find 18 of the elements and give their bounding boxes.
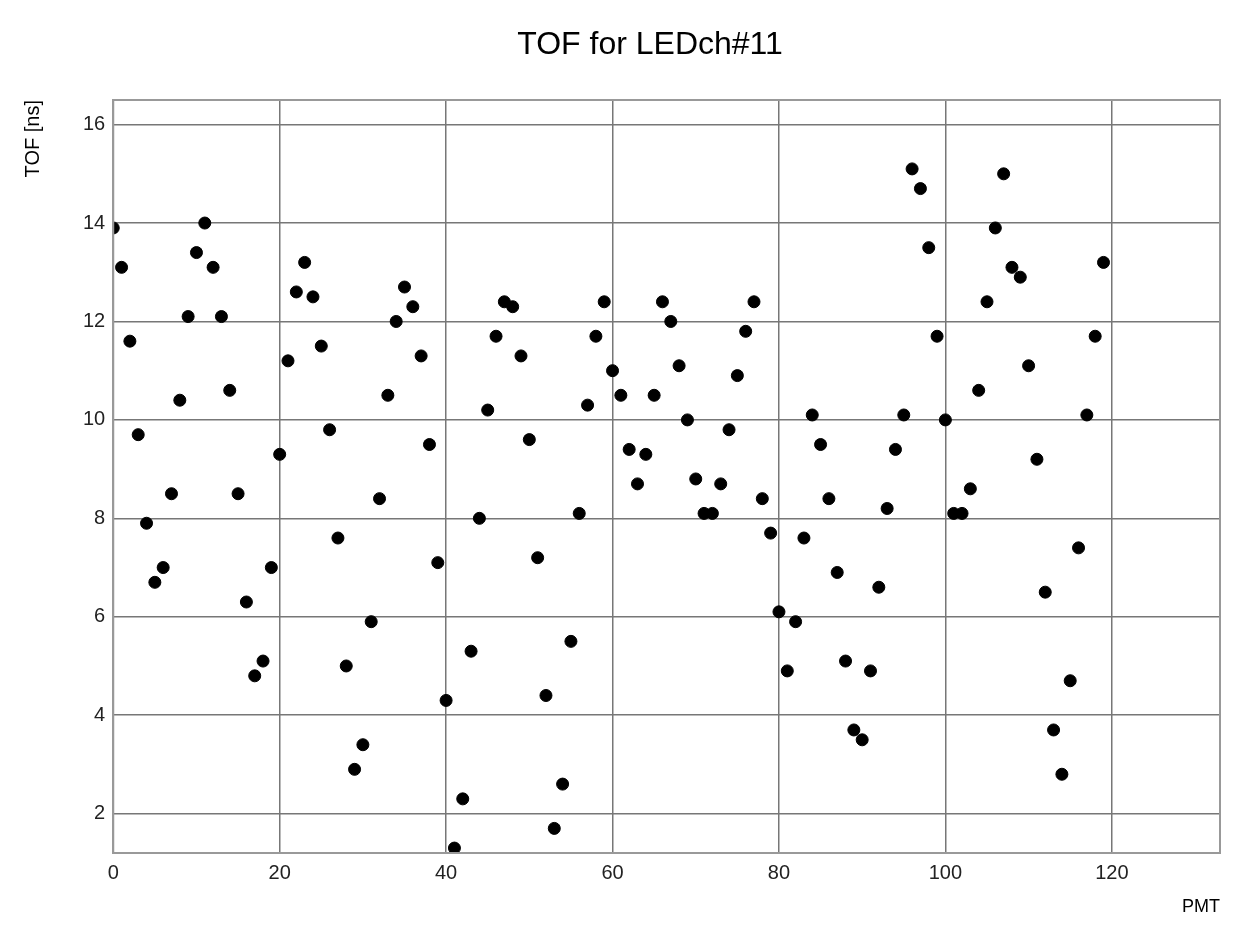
- y-tick-label: 6: [94, 604, 106, 627]
- x-tick-label: 100: [928, 860, 963, 883]
- x-tick-label: 0: [107, 860, 119, 883]
- y-tick-label: 8: [94, 505, 106, 528]
- y-tick-label: 4: [94, 702, 106, 725]
- x-tick-label: 20: [268, 860, 291, 883]
- y-tick-label: 16: [83, 112, 106, 135]
- y-axis-title: TOF [ns]: [20, 100, 43, 178]
- x-tick-label: 40: [434, 860, 458, 883]
- chart-title: TOF for LEDch#11: [517, 24, 783, 61]
- y-tick-label: 10: [83, 407, 106, 430]
- y-tick-label: 14: [83, 210, 106, 233]
- x-tick-label: 120: [1095, 860, 1129, 883]
- x-axis-title: PMT: [1182, 895, 1220, 916]
- x-tick-label: 60: [601, 860, 624, 883]
- y-tick-label: 12: [83, 308, 106, 331]
- y-tick-label: 2: [94, 801, 106, 824]
- x-tick-label: 80: [767, 860, 791, 883]
